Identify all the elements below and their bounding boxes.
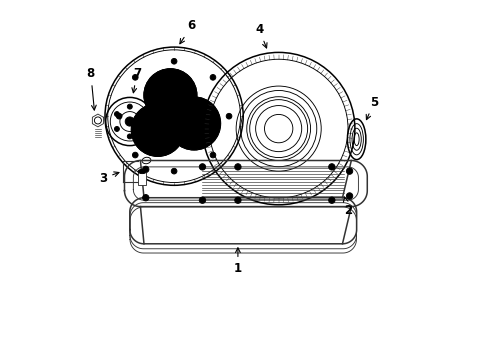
Circle shape xyxy=(140,126,145,131)
Text: 3: 3 xyxy=(99,172,119,185)
Circle shape xyxy=(346,193,353,199)
Circle shape xyxy=(235,197,241,203)
Text: 4: 4 xyxy=(255,23,267,48)
Ellipse shape xyxy=(138,169,147,174)
Text: 5: 5 xyxy=(366,95,378,120)
Circle shape xyxy=(140,112,145,117)
Circle shape xyxy=(210,152,216,158)
Circle shape xyxy=(127,134,132,139)
Text: 1: 1 xyxy=(234,248,242,275)
Text: 7: 7 xyxy=(132,67,141,93)
Text: 2: 2 xyxy=(343,197,352,217)
Text: 6: 6 xyxy=(180,19,196,44)
Circle shape xyxy=(116,113,122,119)
Circle shape xyxy=(235,164,241,170)
Circle shape xyxy=(143,194,149,201)
Circle shape xyxy=(115,112,120,117)
Circle shape xyxy=(127,104,132,109)
Circle shape xyxy=(143,166,149,172)
Circle shape xyxy=(199,164,206,170)
Circle shape xyxy=(210,75,216,80)
Circle shape xyxy=(172,168,177,174)
Circle shape xyxy=(131,103,184,157)
Circle shape xyxy=(346,168,353,174)
Circle shape xyxy=(329,197,335,203)
Circle shape xyxy=(329,164,335,170)
Circle shape xyxy=(132,152,138,158)
Circle shape xyxy=(166,108,182,124)
Circle shape xyxy=(115,126,120,131)
Circle shape xyxy=(199,197,206,203)
Circle shape xyxy=(168,97,220,150)
Circle shape xyxy=(125,117,134,126)
Circle shape xyxy=(144,69,197,122)
Text: 8: 8 xyxy=(87,67,96,110)
Circle shape xyxy=(226,113,232,119)
Bar xyxy=(138,171,147,185)
Circle shape xyxy=(172,58,177,64)
Circle shape xyxy=(132,75,138,80)
